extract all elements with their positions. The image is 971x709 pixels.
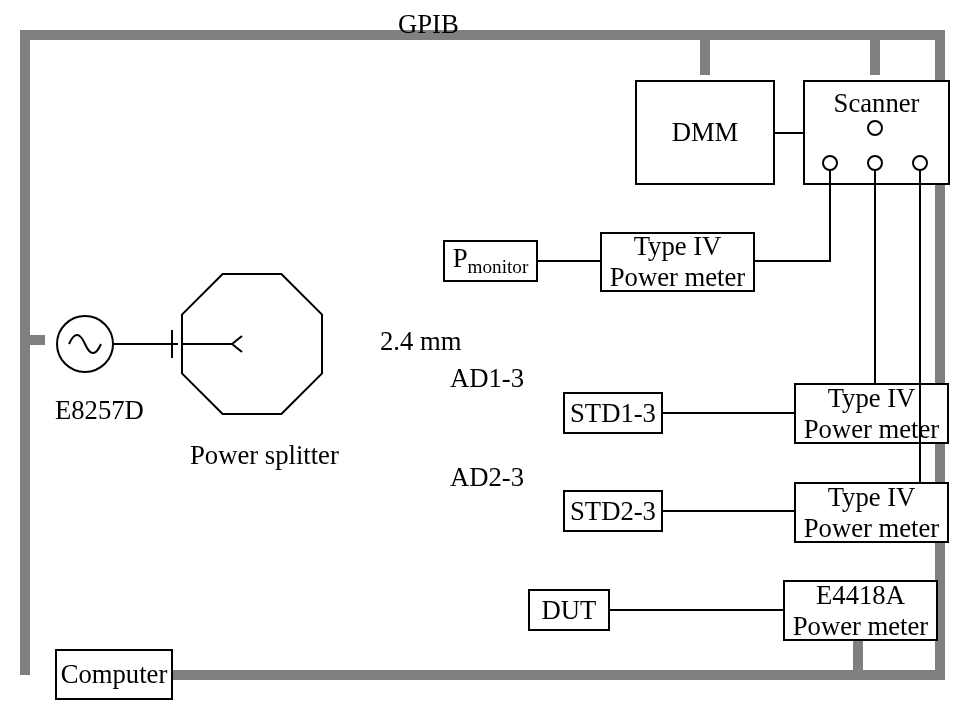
svg-point-2	[868, 156, 882, 170]
svg-point-1	[823, 156, 837, 170]
svg-point-3	[913, 156, 927, 170]
svg-point-0	[868, 121, 882, 135]
